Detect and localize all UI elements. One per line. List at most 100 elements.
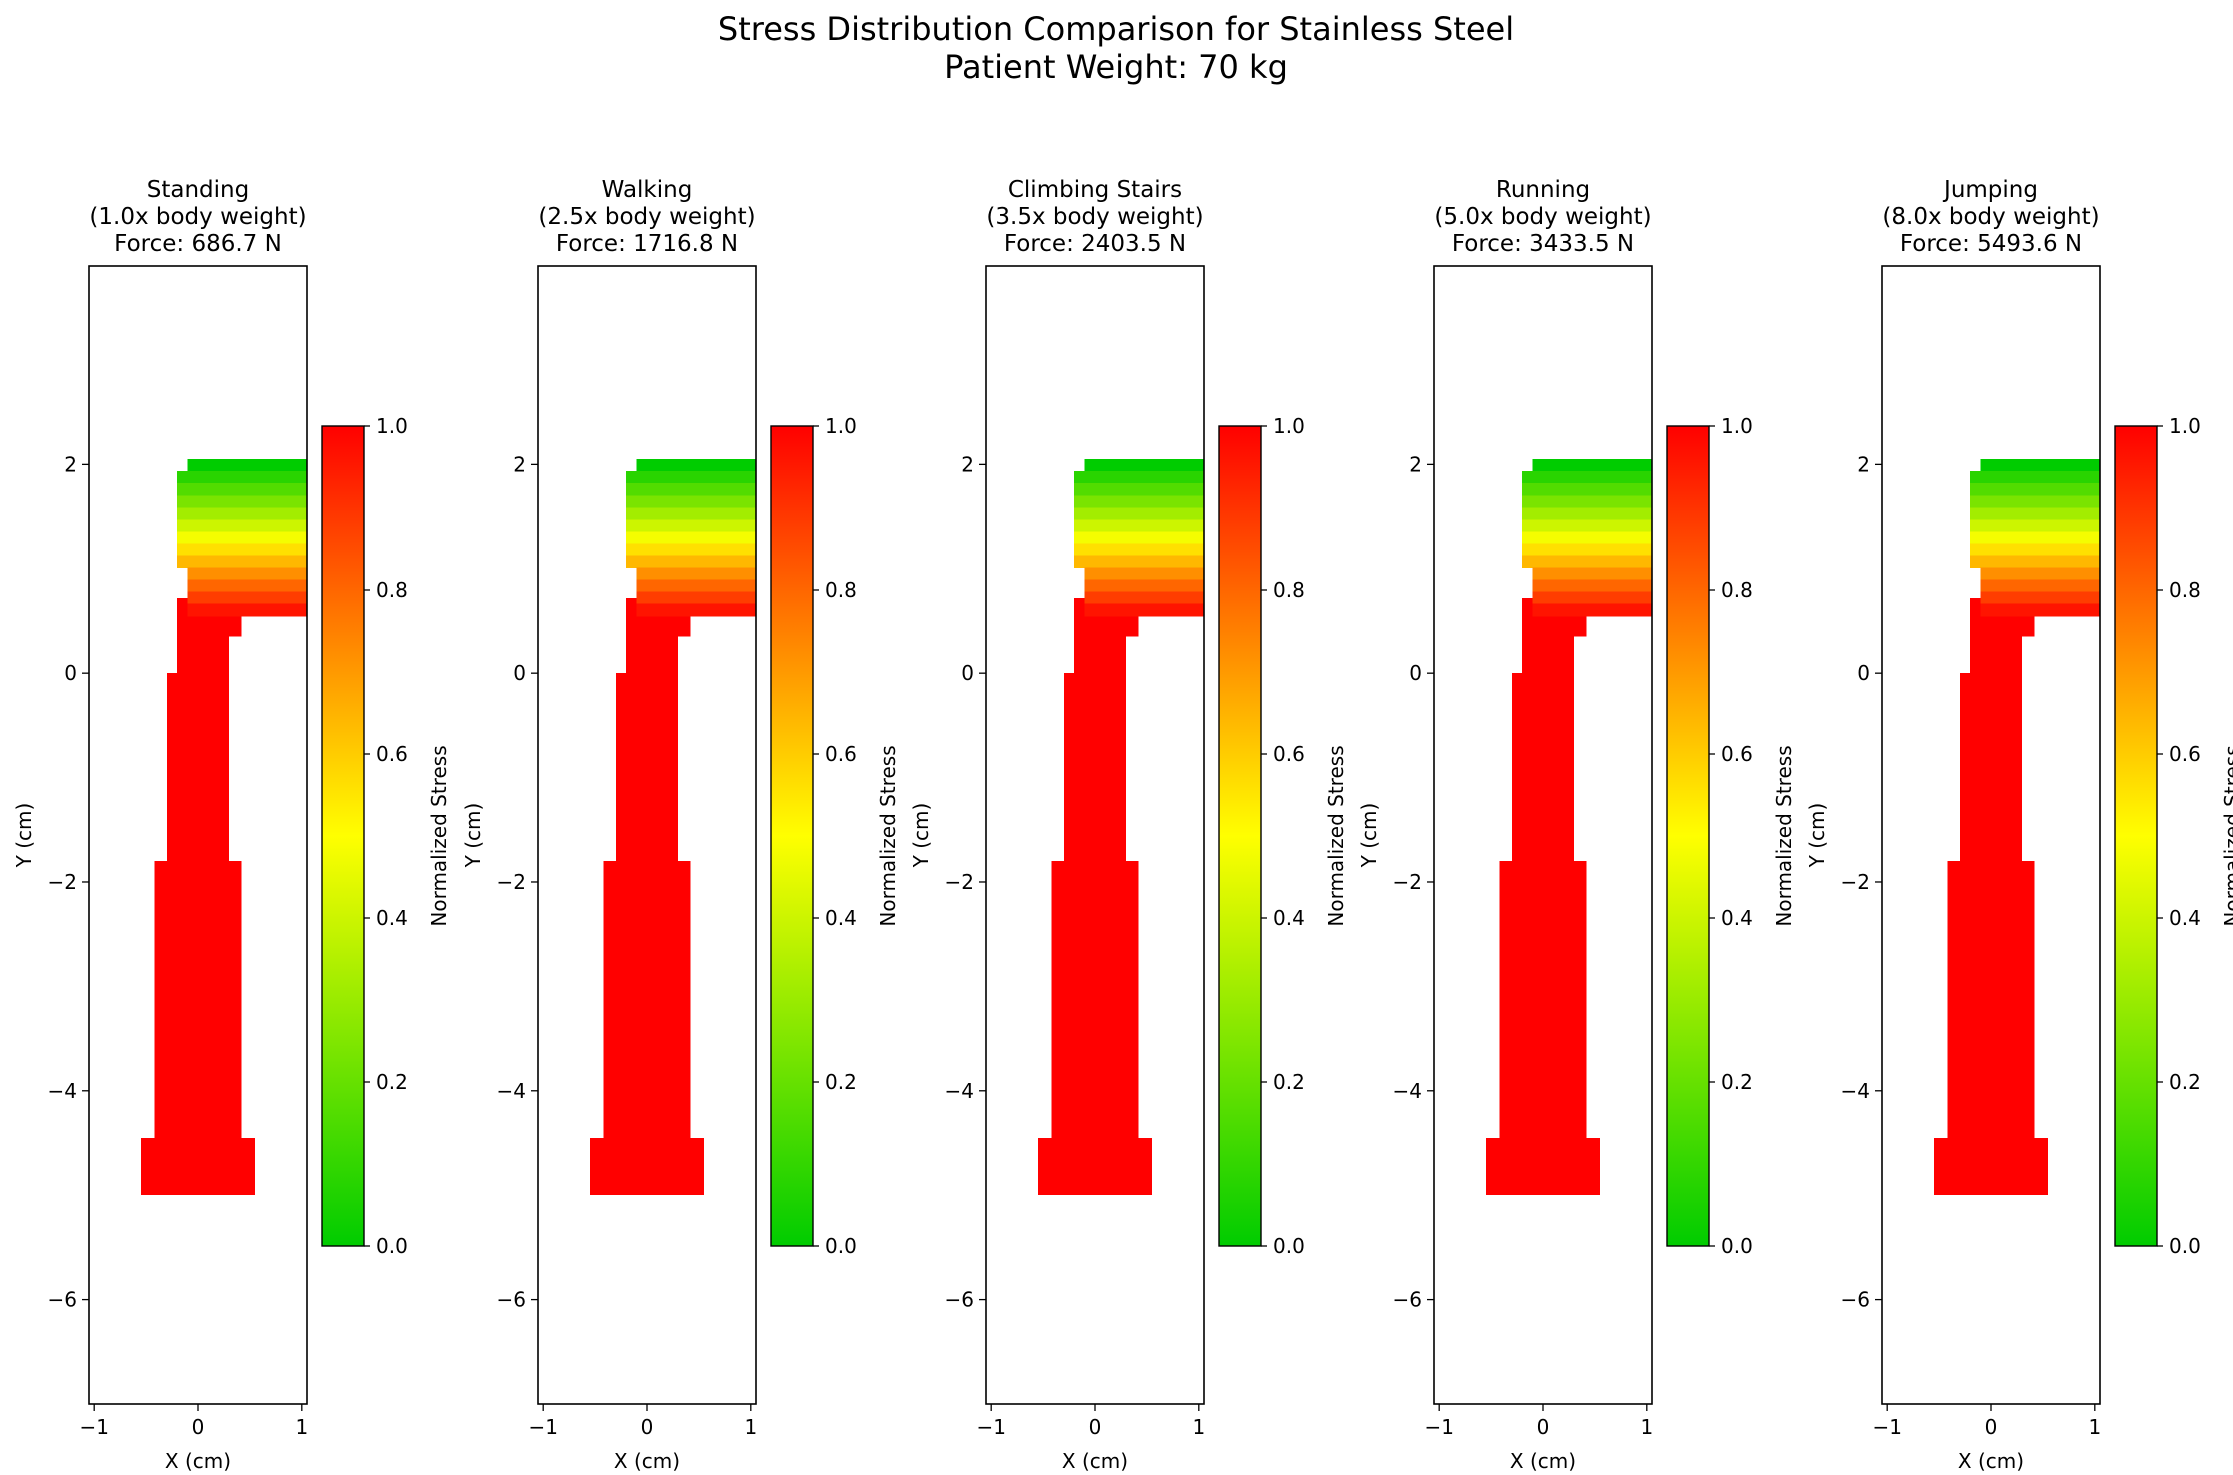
head-band-7 bbox=[177, 531, 307, 544]
y-tick-label: −4 bbox=[497, 1079, 526, 1103]
stem-cell-1 bbox=[589, 1137, 705, 1196]
colorbar-tick-label: 1.0 bbox=[376, 414, 408, 438]
head-band-7 bbox=[1074, 531, 1204, 544]
stem-cell-4 bbox=[1522, 636, 1575, 674]
x-tick-label: −1 bbox=[79, 1415, 108, 1439]
colorbar-tick-label: 0.2 bbox=[1273, 1070, 1305, 1094]
head-band-3 bbox=[626, 483, 756, 496]
head-band-11 bbox=[636, 579, 756, 593]
head-band-4 bbox=[626, 495, 756, 508]
head-band-11 bbox=[187, 579, 307, 593]
y-tick-label: 2 bbox=[1409, 452, 1422, 476]
x-tick-label: 0 bbox=[1537, 1415, 1550, 1439]
colorbar-tick-label: 0.4 bbox=[1721, 906, 1753, 930]
colorbar-tick-label: 1.0 bbox=[825, 414, 857, 438]
chart-panel-3: Climbing Stairs(3.5x body weight)Force: … bbox=[909, 177, 1348, 1473]
x-tick-label: −1 bbox=[976, 1415, 1005, 1439]
colorbar-tick-label: 0.4 bbox=[2169, 906, 2201, 930]
head-band-13 bbox=[1980, 603, 2100, 617]
head-band-8 bbox=[1074, 543, 1204, 557]
colorbar-label: Normalized Stress bbox=[1772, 745, 1796, 926]
colorbar-tick-label: 0.2 bbox=[825, 1070, 857, 1094]
colorbar-tick-label: 0.2 bbox=[2169, 1070, 2201, 1094]
colorbar-tick-label: 0.6 bbox=[376, 742, 408, 766]
panels: Standing(1.0x body weight)Force: 686.7 N… bbox=[12, 177, 2233, 1473]
x-tick-label: 0 bbox=[1089, 1415, 1102, 1439]
stem-cell-5 bbox=[1970, 615, 2035, 637]
head-band-4 bbox=[177, 495, 307, 508]
stem-cell-3 bbox=[1511, 673, 1575, 862]
y-tick-label: −4 bbox=[48, 1079, 77, 1103]
stem-cell-2 bbox=[1051, 861, 1139, 1138]
head-band-2 bbox=[1074, 471, 1204, 484]
head-band-10 bbox=[187, 567, 307, 581]
panel-title-line-2: (8.0x body weight) bbox=[1882, 204, 2099, 230]
colorbar-tick-label: 0.2 bbox=[1721, 1070, 1753, 1094]
stem-cell-4 bbox=[177, 636, 230, 674]
colorbar-tick-label: 0.4 bbox=[1273, 906, 1305, 930]
head-band-12 bbox=[1532, 591, 1652, 605]
y-tick-label: −2 bbox=[1841, 870, 1870, 894]
colorbar-tick-label: 0.8 bbox=[376, 578, 408, 602]
x-axis-label: X (cm) bbox=[165, 1449, 231, 1473]
stem-cell-1 bbox=[1485, 1137, 1601, 1196]
stem-cell-4 bbox=[1074, 636, 1127, 674]
head-band-12 bbox=[187, 591, 307, 605]
colorbar-tick-label: 1.0 bbox=[1273, 414, 1305, 438]
y-tick-label: 2 bbox=[513, 452, 526, 476]
panel-title-line-2: (5.0x body weight) bbox=[1434, 204, 1651, 230]
plot-area bbox=[589, 459, 756, 1196]
panel-title-line-1: Climbing Stairs bbox=[1008, 177, 1182, 203]
stem-cell-5 bbox=[626, 615, 691, 637]
y-tick-label: −6 bbox=[48, 1288, 77, 1312]
y-tick-label: −6 bbox=[1841, 1288, 1870, 1312]
colorbar-tick-label: 0.4 bbox=[825, 906, 857, 930]
y-tick-label: −2 bbox=[497, 870, 526, 894]
colorbar bbox=[1666, 425, 1710, 1247]
colorbar-tick-label: 1.0 bbox=[2169, 414, 2201, 438]
y-axis-label: Y (cm) bbox=[1357, 803, 1381, 869]
stem-cell-5 bbox=[1074, 615, 1139, 637]
head-band-3 bbox=[1970, 483, 2100, 496]
head-band-6 bbox=[1522, 519, 1652, 532]
head-band-7 bbox=[1522, 531, 1652, 544]
y-tick-label: −4 bbox=[945, 1079, 974, 1103]
head-band-4 bbox=[1522, 495, 1652, 508]
head-band-10 bbox=[1084, 567, 1204, 581]
x-tick-label: −1 bbox=[528, 1415, 557, 1439]
colorbar-tick-label: 0.6 bbox=[1721, 742, 1753, 766]
head-band-5 bbox=[1970, 507, 2100, 520]
x-tick-label: 1 bbox=[1192, 1415, 1205, 1439]
y-axis-label: Y (cm) bbox=[1805, 803, 1829, 869]
head-band-12 bbox=[636, 591, 756, 605]
head-band-5 bbox=[1074, 507, 1204, 520]
y-axis-label: Y (cm) bbox=[12, 803, 36, 869]
head-band-2 bbox=[1970, 471, 2100, 484]
panel-title-line-1: Standing bbox=[147, 177, 249, 203]
head-band-1 bbox=[1532, 459, 1652, 472]
y-tick-label: −6 bbox=[497, 1288, 526, 1312]
panel-title-line-1: Running bbox=[1496, 177, 1590, 203]
x-tick-label: 1 bbox=[295, 1415, 308, 1439]
stem-cell-5 bbox=[1522, 615, 1587, 637]
y-tick-label: 2 bbox=[64, 452, 77, 476]
head-band-13 bbox=[636, 603, 756, 617]
head-band-3 bbox=[177, 483, 307, 496]
colorbar bbox=[770, 425, 814, 1247]
head-band-4 bbox=[1970, 495, 2100, 508]
y-axis-label: Y (cm) bbox=[909, 803, 933, 869]
colorbar-tick-label: 0.0 bbox=[825, 1234, 857, 1258]
head-band-13 bbox=[1084, 603, 1204, 617]
chart-panel-4: Running(5.0x body weight)Force: 3433.5 N… bbox=[1357, 177, 1796, 1473]
colorbar-tick-label: 1.0 bbox=[1721, 414, 1753, 438]
stem-cell-1 bbox=[140, 1137, 256, 1196]
head-band-6 bbox=[1970, 519, 2100, 532]
colorbar-tick-label: 0.8 bbox=[1273, 578, 1305, 602]
colorbar-tick-label: 0.6 bbox=[2169, 742, 2201, 766]
y-tick-label: 0 bbox=[64, 661, 77, 685]
head-band-6 bbox=[626, 519, 756, 532]
x-axis-label: X (cm) bbox=[1062, 1449, 1128, 1473]
head-band-11 bbox=[1084, 579, 1204, 593]
panel-title-line-3: Force: 1716.8 N bbox=[556, 231, 738, 257]
